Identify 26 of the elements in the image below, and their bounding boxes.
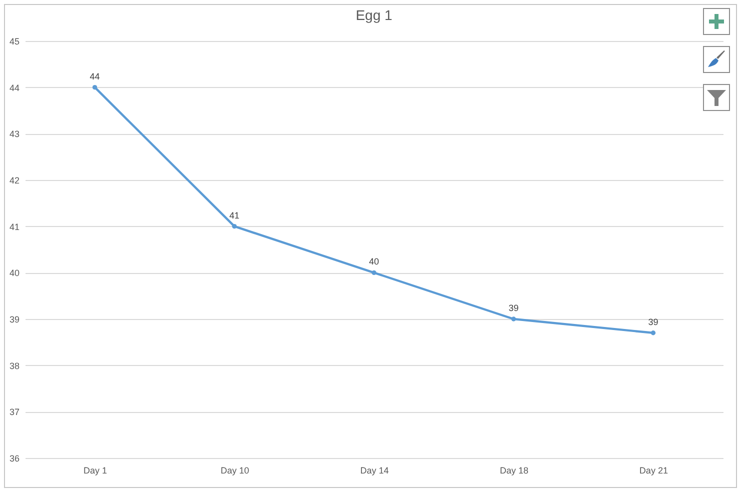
y-tick-label: 42 — [9, 176, 20, 186]
x-tick-label: Day 1 — [84, 466, 108, 476]
y-tick-label: 44 — [9, 82, 20, 93]
data-label: 41 — [229, 210, 240, 220]
y-tick-label: 37 — [9, 407, 20, 418]
x-tick-label: Day 14 — [360, 466, 389, 476]
point — [511, 316, 516, 322]
data-label: 44 — [90, 71, 100, 82]
y-tick-label: 41 — [9, 222, 20, 232]
chart-title: Egg 1 — [356, 7, 393, 23]
point — [650, 330, 656, 336]
data-label: 39 — [508, 303, 519, 313]
point — [92, 84, 98, 90]
data-label: 39 — [648, 316, 658, 327]
data-label: 40 — [368, 256, 380, 267]
point — [232, 224, 237, 229]
x-tick-label: Day 18 — [500, 466, 528, 476]
x-tick-label: Day 10 — [220, 466, 250, 476]
y-tick-label: 39 — [9, 314, 20, 324]
y-tick-label: 43 — [9, 129, 20, 140]
x-tick-label: Day 21 — [639, 466, 668, 476]
y-tick-label: 45 — [9, 36, 20, 46]
y-tick-label: 38 — [9, 360, 20, 371]
y-tick-label: 40 — [9, 268, 20, 278]
y-tick-label: 36 — [9, 454, 20, 464]
point — [372, 270, 376, 276]
